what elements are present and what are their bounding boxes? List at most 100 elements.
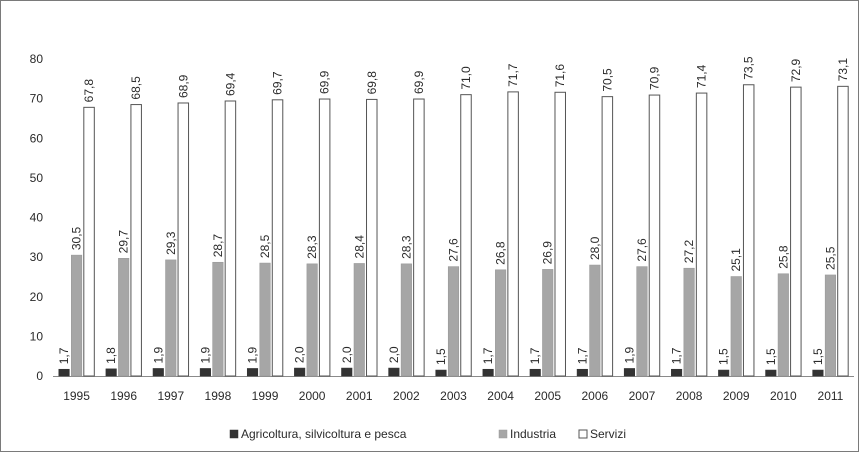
data-label: 1,5 xyxy=(717,348,731,365)
y-tick-label: 40 xyxy=(30,211,44,225)
y-tick-label: 80 xyxy=(30,52,44,66)
data-label: 2,0 xyxy=(293,346,307,363)
bar-industria xyxy=(824,274,836,377)
legend-label: Agricoltura, silvicoltura e pesca xyxy=(241,427,407,441)
bar-industria xyxy=(118,258,130,377)
bar-servizi xyxy=(790,86,802,377)
bar-servizi xyxy=(83,106,95,377)
data-label: 68,5 xyxy=(129,76,143,100)
bar-servizi xyxy=(224,100,237,377)
bar-servizi xyxy=(130,104,142,377)
y-axis: 0 10 20 30 40 50 60 70 80 xyxy=(30,52,44,383)
bar-servizi xyxy=(507,91,519,377)
bar-industria xyxy=(542,269,554,377)
data-label: 1,5 xyxy=(764,348,778,365)
bar-servizi xyxy=(460,94,472,377)
bar-servizi xyxy=(742,84,755,377)
x-tick-label: 2001 xyxy=(346,389,373,403)
bar-servizi xyxy=(554,91,566,377)
data-label: 1,9 xyxy=(622,346,636,363)
x-tick-label: 2011 xyxy=(818,389,844,403)
legend-label: Servizi xyxy=(590,427,626,441)
legend-swatch xyxy=(498,429,508,439)
data-label: 70,9 xyxy=(647,66,661,90)
legend-swatch xyxy=(578,429,588,439)
data-label: 70,5 xyxy=(600,68,614,92)
bar-industria xyxy=(71,254,83,377)
data-label: 25,5 xyxy=(823,246,837,270)
bar-agricoltura xyxy=(388,367,400,377)
bar-agricoltura xyxy=(246,368,259,377)
data-label: 1,7 xyxy=(575,347,589,364)
data-label: 71,6 xyxy=(553,64,567,88)
y-tick-label: 60 xyxy=(30,131,44,145)
data-label: 28,4 xyxy=(352,235,366,259)
data-label: 28,3 xyxy=(305,235,319,259)
y-tick-label: 10 xyxy=(30,329,44,343)
y-tick-label: 30 xyxy=(30,250,44,264)
bar-industria xyxy=(353,263,365,377)
bar-servizi xyxy=(648,94,661,377)
bar-agricoltura xyxy=(58,368,70,377)
x-tick-label: 1998 xyxy=(205,389,232,403)
x-tick-label: 2009 xyxy=(723,389,750,403)
y-tick-label: 0 xyxy=(36,369,43,383)
bar-industria xyxy=(636,266,648,377)
bar-servizi xyxy=(695,92,708,377)
data-label: 1,7 xyxy=(670,347,684,364)
data-label: 1,9 xyxy=(198,346,212,363)
bar-agricoltura xyxy=(529,368,541,377)
data-label: 1,7 xyxy=(481,347,495,364)
data-label: 28,7 xyxy=(211,234,225,258)
bar-servizi xyxy=(413,98,425,377)
data-label: 27,2 xyxy=(682,240,696,264)
bar-agricoltura xyxy=(812,369,824,377)
bar-agricoltura xyxy=(576,368,588,377)
bar-industria xyxy=(495,269,507,377)
x-axis: 1995 1996 1997 1998 1999 2000 2001 2002 2003 2004… xyxy=(53,376,854,403)
x-tick-label: 2010 xyxy=(770,389,797,403)
data-label: 27,6 xyxy=(447,238,461,262)
data-label: 25,1 xyxy=(729,248,743,272)
bar-servizi xyxy=(601,96,614,377)
x-tick-label: 2002 xyxy=(393,389,420,403)
bar-servizi xyxy=(271,99,284,377)
bar-agricoltura xyxy=(105,368,117,377)
bar-agricoltura xyxy=(623,368,636,377)
bar-agricoltura xyxy=(435,369,447,377)
x-tick-label: 1999 xyxy=(252,389,279,403)
data-label: 69,4 xyxy=(223,72,237,96)
bar-servizi xyxy=(318,98,331,377)
x-tick-label: 2006 xyxy=(582,389,609,403)
bar-industria xyxy=(589,264,601,377)
data-label: 68,9 xyxy=(176,74,190,98)
x-tick-label: 1995 xyxy=(63,389,90,403)
data-label: 69,9 xyxy=(412,70,426,94)
data-label: 69,9 xyxy=(318,70,332,94)
data-label: 1,7 xyxy=(528,347,542,364)
data-label: 73,1 xyxy=(836,58,850,82)
bar-agricoltura xyxy=(482,368,494,377)
data-label: 28,0 xyxy=(588,236,602,260)
data-label: 26,8 xyxy=(494,241,508,265)
data-label: 1,5 xyxy=(434,348,448,365)
data-label: 71,7 xyxy=(506,63,520,87)
bars xyxy=(58,84,849,377)
data-label: 1,7 xyxy=(57,347,71,364)
legend: Agricoltura, silvicoltura e pesca Industr… xyxy=(229,427,626,441)
x-tick-label: 2007 xyxy=(629,389,656,403)
x-tick-label: 2000 xyxy=(299,389,326,403)
bar-agricoltura xyxy=(671,368,683,377)
data-label: 25,8 xyxy=(776,245,790,269)
data-label: 29,3 xyxy=(164,231,178,255)
bar-industria xyxy=(447,266,460,377)
data-label: 67,8 xyxy=(82,79,96,103)
bar-agricoltura xyxy=(199,368,211,377)
bar-industria xyxy=(400,263,412,377)
x-tick-label: 2004 xyxy=(487,389,514,403)
bar-servizi xyxy=(837,85,849,377)
legend-label: Industria xyxy=(510,427,556,441)
x-tick-label: 1997 xyxy=(157,389,184,403)
